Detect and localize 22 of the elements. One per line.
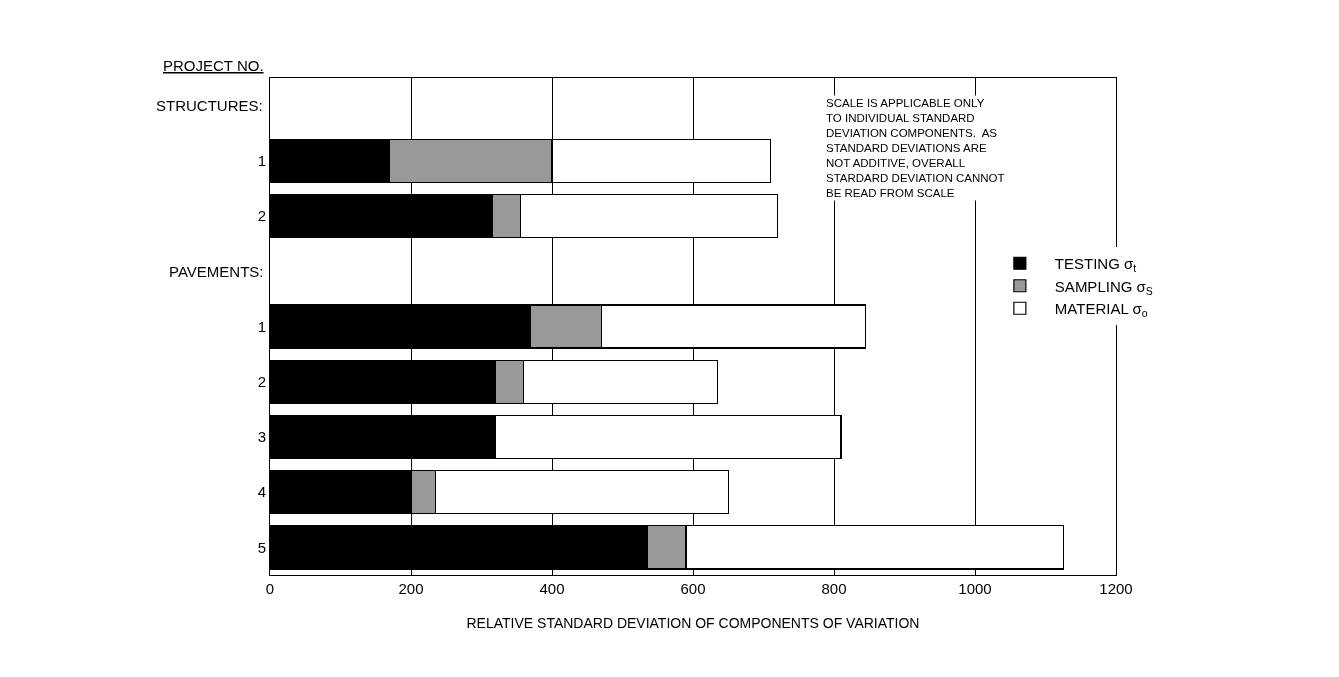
y-tick-label: 1 [257, 317, 266, 335]
y-tick-label: 3 [257, 428, 266, 446]
x-tick-label: 400 [539, 580, 565, 597]
legend-label: TESTING σ$_{t}$ [1054, 255, 1137, 275]
y-tick-label: 4 [257, 483, 266, 501]
legend-label: MATERIAL σ$_{o}$ [1054, 300, 1148, 320]
y-tick-label: 2 [257, 207, 266, 225]
x-tick-label: 0 [265, 580, 275, 597]
y-axis-title: PROJECT NO. [163, 57, 264, 74]
x-tick-label: 800 [821, 580, 847, 597]
x-tick-label: 1200 [1099, 580, 1133, 597]
text: STRUCTURES: [156, 97, 263, 114]
y-tick-label: 2 [257, 372, 266, 390]
x-tick-label: 1000 [958, 580, 992, 597]
annotation: SCALE IS APPLICABLE ONLY TO INDIVIDUAL STANDARD DEVIATION COMPONENTS. AS STANDARD DEVIATIONS ARE NOT ADDITIVE, OVERALL STARDARD DEVIATION CANNOT BE READ FROM SCALE [826, 97, 1005, 199]
x-tick-label: 600 [680, 580, 706, 597]
text: PAVEMENTS: [169, 263, 264, 280]
y-tick-label: 5 [257, 538, 266, 556]
y-tick-label: 1 [257, 152, 266, 170]
x-axis-title: RELATIVE STANDARD DEVIATION OF COMPONENTS OF VARIATION [466, 615, 920, 632]
x-tick-label: 200 [398, 580, 424, 597]
legend-label: SAMPLING σ$_{S}$ [1054, 277, 1153, 297]
